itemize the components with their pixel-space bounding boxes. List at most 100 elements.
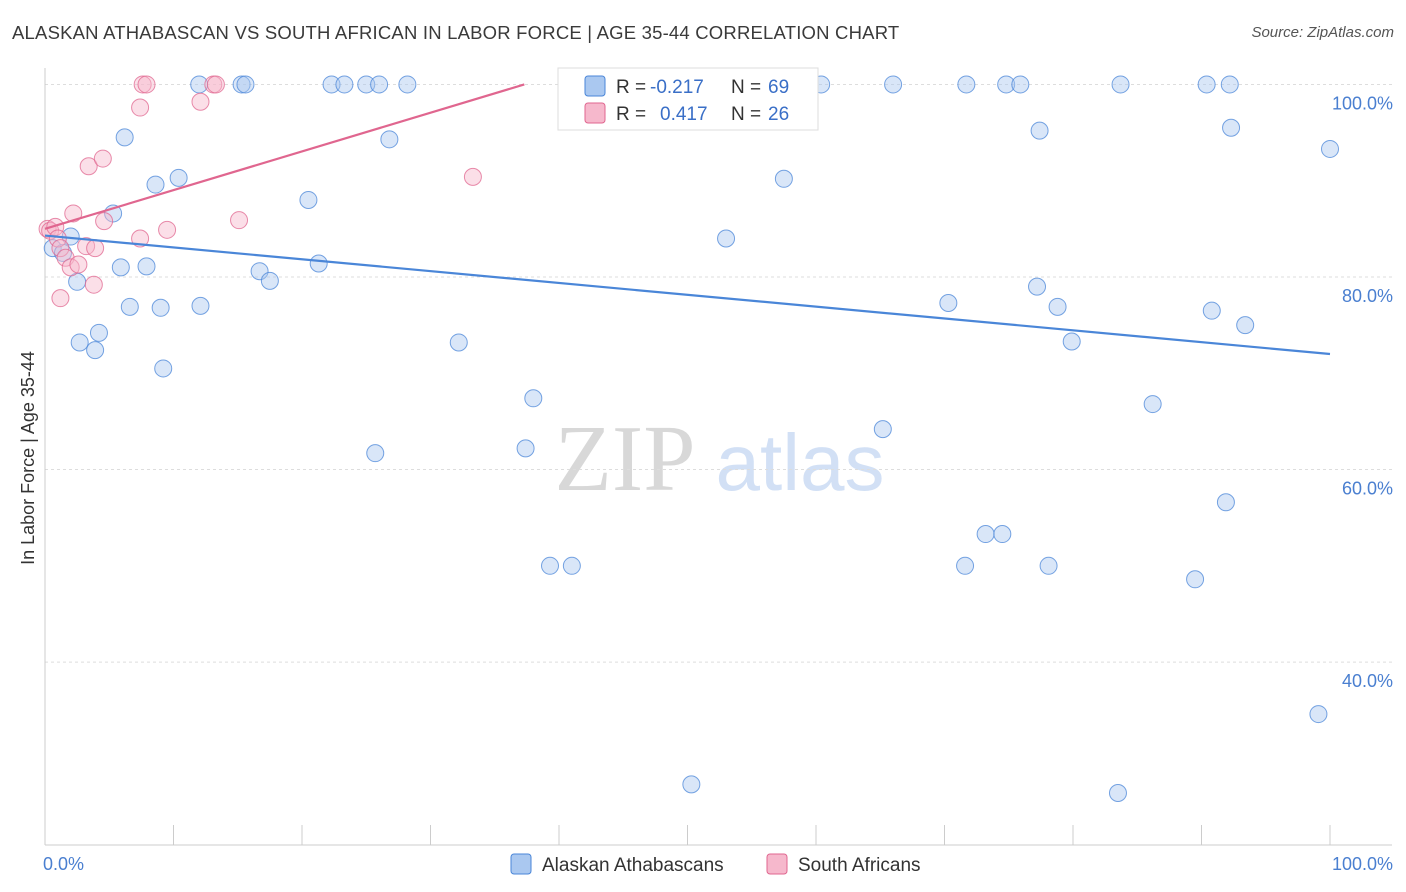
chart-source: Source: ZipAtlas.com bbox=[1251, 24, 1394, 41]
point-alaskan-athabascan bbox=[957, 75, 976, 94]
legend-r-label-1: R = bbox=[616, 77, 646, 98]
bottom-legend-label-pink: South Africans bbox=[798, 855, 921, 876]
point-alaskan-athabascan bbox=[1309, 705, 1328, 724]
legend-swatch-blue bbox=[584, 75, 606, 97]
point-alaskan-athabascan bbox=[380, 130, 399, 149]
point-alaskan-athabascan bbox=[398, 75, 417, 94]
point-alaskan-athabascan bbox=[449, 333, 468, 352]
point-south-african bbox=[84, 275, 103, 294]
bottom-legend-swatch-blue bbox=[510, 853, 532, 875]
point-south-african bbox=[206, 75, 225, 94]
point-south-african bbox=[64, 204, 83, 223]
legend-r-value-1: -0.217 bbox=[650, 77, 704, 98]
point-alaskan-athabascan bbox=[236, 75, 255, 94]
point-alaskan-athabascan bbox=[1220, 75, 1239, 94]
point-alaskan-athabascan bbox=[939, 293, 958, 312]
point-alaskan-athabascan bbox=[191, 296, 210, 315]
bottom-legend-label-blue: Alaskan Athabascans bbox=[542, 855, 724, 876]
point-alaskan-athabascan bbox=[717, 229, 736, 248]
point-alaskan-athabascan bbox=[169, 168, 188, 187]
point-alaskan-athabascan bbox=[516, 439, 535, 458]
point-south-african bbox=[131, 229, 150, 248]
point-alaskan-athabascan bbox=[1197, 75, 1216, 94]
point-alaskan-athabascan bbox=[1111, 75, 1130, 94]
point-alaskan-athabascan bbox=[151, 298, 170, 317]
point-alaskan-athabascan bbox=[309, 254, 328, 273]
point-alaskan-athabascan bbox=[993, 525, 1012, 544]
point-alaskan-athabascan bbox=[1108, 784, 1127, 803]
point-alaskan-athabascan bbox=[976, 525, 995, 544]
point-alaskan-athabascan bbox=[1321, 139, 1339, 158]
point-south-african bbox=[77, 237, 96, 256]
point-alaskan-athabascan bbox=[322, 75, 341, 94]
point-south-african bbox=[86, 239, 105, 258]
point-alaskan-athabascan bbox=[86, 341, 105, 360]
x-tick-label-right: 100.0% bbox=[1332, 854, 1393, 874]
point-alaskan-athabascan bbox=[1236, 316, 1255, 335]
point-south-african bbox=[230, 211, 249, 230]
point-south-african bbox=[51, 239, 70, 258]
point-alaskan-athabascan bbox=[1039, 556, 1058, 575]
legend-n-value-2: 26 bbox=[768, 104, 789, 125]
point-alaskan-athabascan bbox=[884, 75, 903, 94]
point-alaskan-athabascan bbox=[1216, 493, 1235, 512]
point-alaskan-athabascan bbox=[997, 75, 1016, 94]
point-south-african bbox=[46, 217, 65, 236]
point-south-african bbox=[463, 167, 482, 186]
point-alaskan-athabascan bbox=[541, 556, 560, 575]
legend-n-value-1: 69 bbox=[768, 77, 789, 98]
point-alaskan-athabascan bbox=[70, 333, 89, 352]
y-tick-label: 80.0% bbox=[1342, 286, 1393, 306]
point-south-african bbox=[137, 75, 156, 94]
point-alaskan-athabascan bbox=[89, 323, 108, 342]
chart-title: ALASKAN ATHABASCAN VS SOUTH AFRICAN IN L… bbox=[12, 22, 900, 43]
y-tick-label: 100.0% bbox=[1332, 93, 1393, 113]
point-south-african bbox=[191, 92, 210, 111]
point-alaskan-athabascan bbox=[335, 75, 354, 94]
point-south-african bbox=[95, 212, 114, 231]
series-legend: Alaskan Athabascans South Africans bbox=[510, 853, 921, 876]
trend-line-alaskan-athabascan bbox=[44, 234, 1331, 356]
point-alaskan-athabascan bbox=[366, 444, 385, 463]
legend-swatch-pink bbox=[584, 102, 606, 124]
point-alaskan-athabascan bbox=[774, 169, 793, 188]
point-south-african bbox=[158, 220, 177, 239]
point-alaskan-athabascan bbox=[137, 257, 156, 276]
point-alaskan-athabascan bbox=[562, 556, 581, 575]
point-alaskan-athabascan bbox=[53, 243, 72, 262]
legend-r-value-2: 0.417 bbox=[660, 104, 708, 125]
y-axis-label: In Labor Force | Age 35-44 bbox=[18, 351, 38, 565]
point-alaskan-athabascan bbox=[260, 271, 279, 290]
point-alaskan-athabascan bbox=[232, 75, 251, 94]
point-alaskan-athabascan bbox=[1030, 121, 1049, 140]
point-alaskan-athabascan bbox=[873, 420, 892, 439]
legend-n-label-2: N = bbox=[731, 104, 761, 125]
point-south-african bbox=[79, 157, 98, 176]
point-alaskan-athabascan bbox=[111, 258, 130, 277]
point-alaskan-athabascan bbox=[370, 75, 389, 94]
point-alaskan-athabascan bbox=[120, 297, 139, 316]
trend-line-south-african bbox=[44, 83, 525, 230]
point-south-african bbox=[69, 255, 88, 274]
point-south-african bbox=[133, 75, 152, 94]
watermark-zip: ZIP bbox=[555, 407, 696, 511]
point-alaskan-athabascan bbox=[1222, 118, 1241, 137]
point-alaskan-athabascan bbox=[43, 239, 62, 258]
stats-legend: R = -0.217 N = 69 R = 0.417 N = 26 bbox=[557, 67, 819, 131]
point-alaskan-athabascan bbox=[1028, 277, 1047, 296]
point-alaskan-athabascan bbox=[682, 775, 701, 794]
point-alaskan-athabascan bbox=[1143, 395, 1162, 414]
point-alaskan-athabascan bbox=[1062, 332, 1081, 351]
point-south-african bbox=[131, 98, 150, 117]
point-alaskan-athabascan bbox=[1186, 570, 1205, 589]
point-alaskan-athabascan bbox=[146, 175, 165, 194]
point-alaskan-athabascan bbox=[1011, 75, 1030, 94]
point-alaskan-athabascan bbox=[154, 359, 173, 378]
y-tick-label: 40.0% bbox=[1342, 671, 1393, 691]
point-alaskan-athabascan bbox=[299, 190, 318, 209]
point-alaskan-athabascan bbox=[115, 128, 134, 147]
x-tick-label-left: 0.0% bbox=[43, 854, 84, 874]
point-south-african bbox=[93, 149, 112, 168]
point-alaskan-athabascan bbox=[1202, 301, 1221, 320]
